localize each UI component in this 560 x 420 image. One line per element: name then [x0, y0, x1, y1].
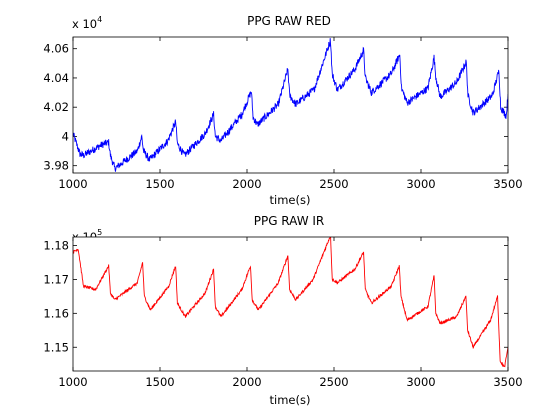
- red-xtick-label: 3000: [406, 177, 435, 191]
- ir-plot-area: [73, 237, 508, 371]
- ir-plot-xlabel: time(s): [270, 393, 311, 407]
- ir-plot-frame: [72, 236, 509, 372]
- ir-ytick-label: 1.15: [43, 340, 69, 354]
- ir-ytick-label: 1.18: [43, 238, 69, 252]
- ir-plot-ticks: 1000 1500 2000 2500 3000 3500 1.15 1.16 1.17 1.18: [43, 237, 523, 389]
- red-xtick-label: 1500: [145, 177, 174, 191]
- red-plot-title: PPG RAW RED: [247, 14, 331, 28]
- red-plot-data: [73, 38, 508, 172]
- red-xtick-label: 2500: [319, 177, 348, 191]
- red-plot-ticks: 1000 1500 2000 2500 3000 3500 3.98 4 4.02 4.04 4.0…: [43, 37, 523, 191]
- red-xtick-label: 2000: [232, 177, 261, 191]
- red-xtick-label: 3500: [493, 177, 522, 191]
- red-series-line: [73, 38, 508, 172]
- red-plot-area: [73, 37, 508, 173]
- ir-xtick-label: 1500: [145, 375, 174, 389]
- red-ytick-label: 4: [62, 129, 69, 143]
- ir-ytick-label: 1.16: [43, 306, 69, 320]
- red-plot-xlabel: time(s): [270, 193, 311, 207]
- ir-plot-title: PPG RAW IR: [254, 214, 325, 228]
- red-ytick-label: 3.98: [43, 159, 69, 173]
- red-plot-y-multiplier: x 104: [72, 15, 102, 31]
- ir-xtick-label: 3500: [493, 375, 522, 389]
- red-ytick-label: 4.06: [43, 42, 69, 56]
- red-plot-axes: PPG RAW RED x 104 1000 1500 2000 2500 3000 35…: [43, 14, 522, 207]
- red-plot-frame: [72, 36, 509, 174]
- ir-plot-axes: PPG RAW IR x 105 10001500200025003000350…: [43, 214, 522, 407]
- ir-xtick-label: 3000: [406, 375, 435, 389]
- ir-xtick-label: 2500: [319, 375, 348, 389]
- red-ytick-label: 4.02: [43, 100, 69, 114]
- red-xtick-label: 1000: [58, 177, 87, 191]
- ir-xtick-label: 1000: [58, 375, 87, 389]
- ir-series-line: [73, 237, 508, 368]
- ir-plot-data: [73, 237, 508, 368]
- red-ytick-label: 4.04: [43, 71, 69, 85]
- ir-ytick-label: 1.17: [43, 272, 69, 286]
- ir-xtick-label: 2000: [232, 375, 261, 389]
